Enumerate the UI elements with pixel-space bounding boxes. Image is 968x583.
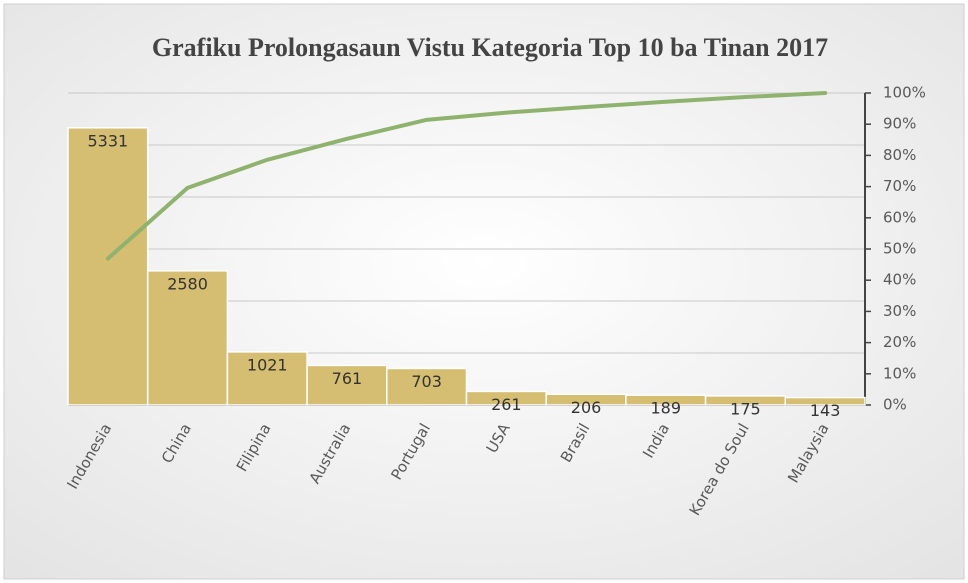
data-label: 1021 xyxy=(247,355,288,374)
bar xyxy=(306,364,388,406)
y2-tick-label: 70% xyxy=(883,177,916,195)
data-label: 189 xyxy=(650,399,681,418)
cumulative-line xyxy=(105,91,828,261)
y2-tick-label: 80% xyxy=(883,146,916,164)
y2-tick-label: 10% xyxy=(883,364,916,382)
data-label: 175 xyxy=(730,399,761,418)
y2-tick-label: 40% xyxy=(883,271,916,289)
bar xyxy=(67,127,149,406)
y2-tick-label: 0% xyxy=(883,396,907,414)
y2-tick-label: 90% xyxy=(883,115,916,133)
y2-tick-label: 60% xyxy=(883,208,916,226)
data-label: 261 xyxy=(491,395,522,414)
bar xyxy=(386,367,468,406)
data-label: 761 xyxy=(332,369,363,388)
data-label: 5331 xyxy=(87,131,128,150)
y2-tick-label: 30% xyxy=(883,302,916,320)
bar xyxy=(226,351,308,406)
chart-title: Grafiku Prolongasaun Vistu Kategoria Top… xyxy=(152,33,828,62)
y2-tick-label: 50% xyxy=(883,240,916,258)
data-label: 703 xyxy=(411,372,442,391)
data-label: 2580 xyxy=(167,274,208,293)
data-label: 143 xyxy=(810,401,841,420)
y2-tick-label: 100% xyxy=(883,84,926,102)
data-label: 206 xyxy=(571,398,602,417)
bar xyxy=(146,270,229,406)
bar xyxy=(784,396,866,406)
y2-tick-label: 20% xyxy=(883,333,916,351)
